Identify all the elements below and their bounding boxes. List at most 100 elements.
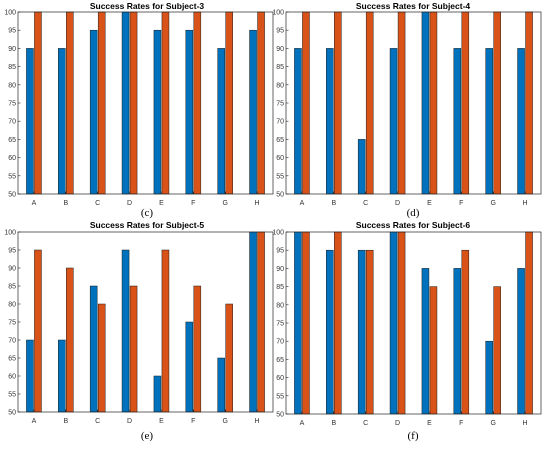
y-tick-label: 60 (276, 375, 284, 382)
bar-2-g (225, 303, 233, 413)
y-tick-label: 100 (4, 10, 16, 17)
x-tick-label: F (459, 420, 463, 427)
y-tick-label: 85 (8, 64, 16, 71)
panel-label: (c) (141, 207, 154, 219)
bar-1-f (453, 48, 462, 195)
bar-2-f (193, 285, 202, 413)
y-tick-label: 90 (8, 266, 16, 273)
bar-1-g (217, 357, 225, 413)
y-tick-label: 55 (8, 173, 16, 180)
y-tick-label: 65 (276, 137, 284, 144)
bar-1-e (421, 11, 430, 195)
y-tick-label: 95 (8, 28, 16, 35)
bar-1-b (58, 48, 66, 195)
bar-1-g (217, 48, 225, 195)
bar-1-g (485, 340, 493, 415)
bar-2-e (161, 11, 170, 195)
bar-1-b (58, 339, 66, 413)
bar-1-b (326, 48, 334, 195)
bar-1-e (153, 375, 162, 413)
x-tick-label: C (95, 200, 100, 207)
x-tick-label: A (300, 420, 305, 427)
y-tick-label: 60 (8, 155, 16, 162)
x-tick-label: F (191, 418, 195, 425)
y-tick-label: 50 (276, 412, 284, 419)
chart-title: Success Rates for Subject-5 (90, 220, 205, 230)
x-tick-label: B (63, 200, 68, 207)
y-tick-label: 60 (276, 155, 284, 162)
y-tick-label: 65 (276, 357, 284, 364)
bar-1-a (294, 48, 302, 195)
x-tick-label: H (255, 200, 260, 207)
y-tick-label: 70 (276, 339, 284, 346)
bar-2-b (66, 11, 74, 195)
y-tick-label: 90 (276, 266, 284, 273)
chart-panel-f: Success Rates for Subject-6 A B C D E F G H 50 55… (272, 220, 542, 442)
y-tick-label: 90 (276, 46, 284, 53)
bar-2-a (34, 249, 42, 413)
bar-2-a (34, 11, 42, 195)
y-tick-label: 75 (276, 321, 284, 328)
chart-panel-c: Success Rates for Subject-3 A B C D E F G H 50 55… (4, 1, 274, 219)
plot-area-f: A B C D E F G H 50 55 60 65 70 75 80 85 90 95 100 (272, 230, 542, 427)
bar-1-d (389, 231, 398, 415)
x-tick-label: D (127, 418, 132, 425)
bar-2-g (493, 286, 501, 415)
y-tick-label: 85 (276, 64, 284, 71)
bar-2-f (461, 11, 470, 195)
bar-1-a (26, 339, 34, 413)
bar-1-d (121, 249, 130, 413)
bar-1-g (485, 48, 493, 195)
chart-panel-e: Success Rates for Subject-5 A B C D E F G H 50 55… (4, 220, 274, 442)
y-tick-label: 65 (8, 356, 16, 363)
axes-box (285, 231, 542, 415)
y-tick-label: 75 (8, 320, 16, 327)
bar-1-h (249, 29, 257, 195)
bar-1-f (185, 321, 194, 413)
x-tick-label: H (255, 418, 260, 425)
plot-area-c: A B C D E F G H 50 55 60 65 70 75 80 85 90 95 100 (4, 10, 274, 207)
bar-1-a (294, 231, 302, 415)
bar-1-d (389, 48, 398, 195)
x-tick-label: C (95, 418, 100, 425)
y-tick-label: 55 (276, 173, 284, 180)
y-tick-label: 55 (276, 393, 284, 400)
bar-2-h (257, 11, 265, 195)
x-tick-label: G (222, 418, 227, 425)
x-tick-label: B (331, 200, 336, 207)
y-tick-label: 95 (276, 248, 284, 255)
x-tick-label: F (191, 200, 195, 207)
bar-1-f (453, 268, 462, 415)
bar-1-e (153, 29, 162, 195)
x-tick-label: B (63, 418, 68, 425)
y-tick-label: 75 (8, 101, 16, 108)
bar-2-e (161, 249, 170, 413)
bar-2-c (365, 249, 374, 415)
x-tick-label: E (159, 418, 164, 425)
bar-2-f (193, 11, 202, 195)
y-tick-label: 100 (272, 10, 284, 17)
y-tick-label: 85 (276, 284, 284, 291)
x-tick-label: C (363, 420, 368, 427)
y-tick-label: 55 (8, 392, 16, 399)
bar-2-a (302, 11, 310, 195)
bar-1-f (185, 29, 194, 195)
bar-2-g (225, 11, 233, 195)
y-tick-label: 100 (4, 230, 16, 237)
y-tick-label: 75 (276, 101, 284, 108)
bar-2-b (334, 231, 342, 415)
y-tick-label: 85 (8, 284, 16, 291)
x-tick-label: E (427, 200, 432, 207)
bar-1-h (249, 231, 257, 413)
bar-1-h (517, 48, 525, 195)
x-tick-label: G (222, 200, 227, 207)
y-tick-label: 80 (276, 82, 284, 89)
x-tick-label: E (159, 200, 164, 207)
bar-1-e (421, 268, 430, 415)
y-tick-label: 65 (8, 137, 16, 144)
y-tick-label: 70 (8, 119, 16, 126)
x-tick-label: H (523, 420, 528, 427)
x-tick-label: A (32, 418, 37, 425)
bar-1-d (121, 11, 130, 195)
